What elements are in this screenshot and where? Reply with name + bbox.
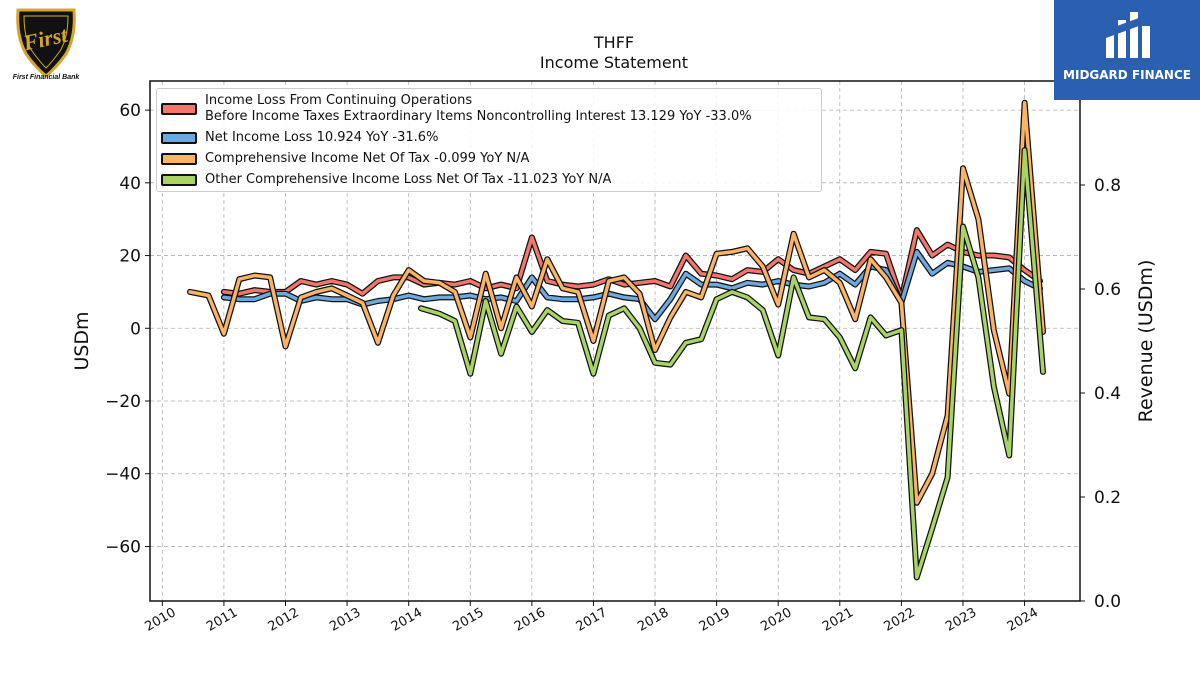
first-financial-bank-logo: First: [4, 6, 88, 86]
shield-icon: First: [16, 8, 76, 78]
x-tick-label: 2014: [389, 605, 425, 635]
series-line-2: [188, 101, 1045, 505]
x-tick-label: 2015: [450, 605, 486, 635]
y-tick-label: 20: [119, 247, 141, 267]
y2-axis-label: Revenue (USDm): [1135, 260, 1157, 423]
x-tick-label: 2022: [882, 605, 918, 635]
midgard-mark-icon: [1106, 12, 1150, 58]
x-tick-label: 2012: [266, 605, 302, 635]
series-lines: [187, 99, 1046, 581]
midgard-caption: MIDGARD FINANCE: [1063, 68, 1191, 82]
plot-frame: [149, 80, 1081, 602]
x-tick-label: 2017: [574, 605, 610, 635]
chart-title: THFF: [593, 33, 634, 52]
y-axis-label: USDm: [71, 311, 93, 370]
x-tick-label: 2021: [820, 605, 856, 635]
legend-swatch: [161, 103, 197, 115]
legend-label: Comprehensive Income Net Of Tax -0.099 Y…: [205, 151, 530, 166]
logo-caption: First Financial Bank: [12, 74, 80, 81]
legend-label: Net Income Loss 10.924 YoY -31.6%: [205, 130, 439, 145]
x-tick-label: 2016: [512, 605, 548, 635]
y-tick-label: −20: [105, 392, 141, 412]
legend-label: Income Loss From Continuing Operations B…: [205, 93, 752, 124]
y2-tick-label: 0.8: [1094, 176, 1121, 196]
legend-swatch: [161, 153, 197, 165]
x-tick-label: 2024: [1005, 605, 1041, 635]
chart-subtitle: Income Statement: [540, 53, 688, 72]
midgard-finance-logo: MIDGARD FINANCE: [1054, 0, 1200, 100]
legend-swatch: [161, 132, 197, 144]
x-tick-label: 2020: [758, 605, 794, 635]
y-tick-label: 60: [119, 101, 141, 121]
y2-tick-label: 0.0: [1094, 592, 1121, 612]
y-tick-label: −60: [105, 537, 141, 557]
y2-tick-label: 0.4: [1094, 384, 1121, 404]
series-line-3: [419, 148, 1045, 580]
x-tick-label: 2018: [635, 605, 671, 635]
legend-label: Other Comprehensive Income Loss Net Of T…: [205, 172, 612, 187]
y2-tick-label: 0.6: [1094, 280, 1121, 300]
x-tick-label: 2013: [327, 605, 363, 635]
y-tick-label: −40: [105, 465, 141, 485]
legend-swatch: [161, 174, 197, 186]
x-tick-label: 2019: [697, 605, 733, 635]
x-tick-label: 2023: [943, 605, 979, 635]
y2-tick-label: 0.2: [1094, 488, 1121, 508]
legend: Income Loss From Continuing Operations B…: [156, 88, 822, 192]
y-tick-label: 40: [119, 174, 141, 194]
x-tick-label: 2011: [204, 605, 240, 635]
y-tick-label: 0: [130, 319, 141, 339]
x-tick-label: 2010: [142, 605, 178, 635]
